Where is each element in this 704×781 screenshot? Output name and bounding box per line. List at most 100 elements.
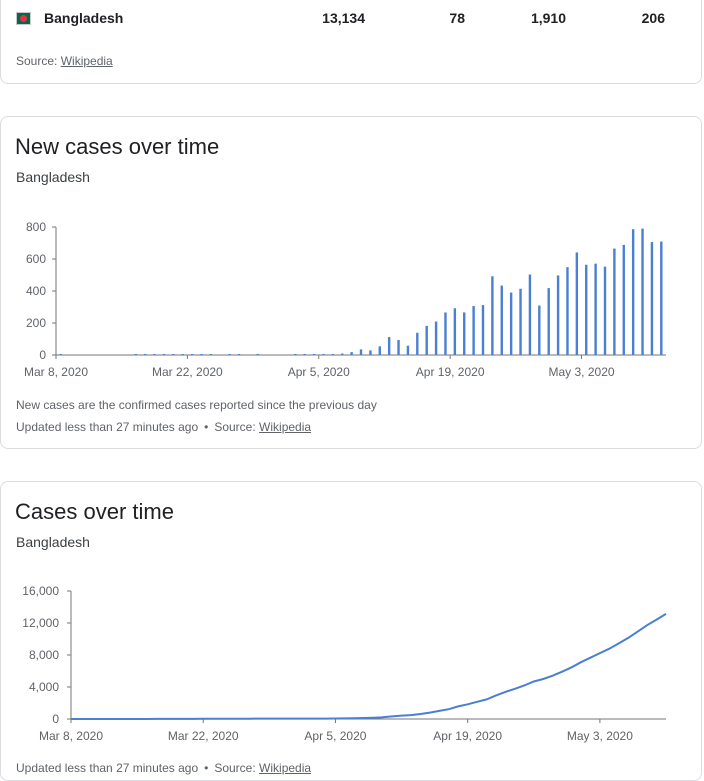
bar xyxy=(237,354,241,355)
x-tick-label: May 3, 2020 xyxy=(549,365,615,379)
bar xyxy=(294,354,297,355)
bar xyxy=(387,337,391,355)
bar xyxy=(481,305,485,355)
update-line: Updated less than 27 minutes ago • Source:… xyxy=(16,761,311,775)
bar xyxy=(472,306,475,355)
x-tick-label: Apr 5, 2020 xyxy=(288,365,350,379)
bar xyxy=(660,241,663,355)
y-tick-label: 4,000 xyxy=(29,680,59,694)
x-tick-label: Apr 19, 2020 xyxy=(433,729,502,743)
source-label: Source: xyxy=(214,420,256,434)
cases-line-chart: 0 4,000 8,000 12,000 16,000 Mar 8, 2020 Mar 22… xyxy=(22,584,667,743)
updated-text: Updated less than 27 minutes ago xyxy=(16,761,199,775)
bar xyxy=(228,354,231,355)
y-tick-label: 0 xyxy=(52,712,59,726)
chart-location: Bangladesh xyxy=(16,169,90,185)
bar xyxy=(585,264,588,355)
x-tick-label: Mar 22, 2020 xyxy=(168,729,239,743)
bar xyxy=(500,285,503,355)
bar xyxy=(538,305,541,355)
bar xyxy=(556,275,560,355)
bar xyxy=(200,354,203,355)
bar xyxy=(406,345,410,355)
bar xyxy=(594,263,597,355)
bar xyxy=(622,244,625,355)
new-cases-bar-chart: 0 200 400 600 800 Mar 8, 2020 Mar 22, 2020 Apr … xyxy=(24,220,666,379)
bar xyxy=(322,354,325,355)
y-tick-label: 200 xyxy=(26,316,46,330)
chart-title: New cases over time xyxy=(15,134,220,159)
bar xyxy=(519,288,522,355)
deaths-value: 206 xyxy=(641,10,665,26)
x-tick-label: May 3, 2020 xyxy=(567,729,633,743)
bar xyxy=(641,228,644,355)
update-line: Updated less than 27 minutes ago • Source:… xyxy=(16,420,311,434)
x-tick-label: Mar 8, 2020 xyxy=(24,365,88,379)
source-link[interactable]: Wikipedia xyxy=(259,761,312,775)
bar xyxy=(650,242,654,355)
y-tick-label: 8,000 xyxy=(29,648,59,662)
bar xyxy=(509,292,513,355)
new-cases-card: New cases over time Bangladesh 0 200 400 60… xyxy=(0,116,702,449)
source-label: Source: xyxy=(16,54,58,68)
bar xyxy=(341,353,344,355)
cases-series-line xyxy=(71,613,667,720)
x-tick-label: Apr 19, 2020 xyxy=(416,365,485,379)
bar xyxy=(153,354,156,355)
bar xyxy=(190,354,194,355)
bar xyxy=(331,354,335,355)
bar xyxy=(59,354,62,355)
y-tick-label: 12,000 xyxy=(22,616,59,630)
bar xyxy=(434,321,438,355)
table-row[interactable]: Bangladesh 13,134 78 1,910 206 xyxy=(1,0,701,36)
cases-per-million-value: 78 xyxy=(449,10,465,26)
y-tick-label: 400 xyxy=(26,284,46,298)
bar xyxy=(491,276,494,355)
confirmed-cases-value: 13,134 xyxy=(322,10,365,26)
bar xyxy=(425,325,428,355)
country-table-card: Bangladesh 13,134 78 1,910 206 Source: W… xyxy=(0,0,702,84)
bar xyxy=(613,248,616,355)
bar xyxy=(547,288,550,355)
source-link[interactable]: Wikipedia xyxy=(259,420,312,434)
source-line: Source: Wikipedia xyxy=(16,54,113,68)
bar xyxy=(444,312,447,355)
bar xyxy=(631,229,635,355)
separator-dot: • xyxy=(204,761,209,775)
bar xyxy=(181,354,184,355)
bar xyxy=(134,354,137,355)
bar xyxy=(397,339,400,355)
bar xyxy=(350,352,353,355)
cases-over-time-card: Cases over time Bangladesh 0 4,000 8,000 12… xyxy=(0,481,702,781)
x-tick-label: Mar 8, 2020 xyxy=(39,729,103,743)
x-tick-label: Mar 22, 2020 xyxy=(152,365,223,379)
bar xyxy=(303,354,306,355)
bar xyxy=(566,267,569,355)
bar xyxy=(162,354,166,355)
bar xyxy=(575,252,579,355)
bar xyxy=(256,354,259,355)
bar xyxy=(463,312,466,355)
updated-text: Updated less than 27 minutes ago xyxy=(16,420,199,434)
separator-dot: • xyxy=(204,420,209,434)
bar xyxy=(172,354,175,355)
y-tick-label: 800 xyxy=(26,220,46,234)
chart-title: Cases over time xyxy=(15,499,174,524)
bar xyxy=(603,266,607,355)
bar xyxy=(209,354,213,355)
chart-note: New cases are the confirmed cases report… xyxy=(16,398,377,412)
y-tick-label: 16,000 xyxy=(22,584,59,598)
bar xyxy=(312,354,316,355)
bar xyxy=(359,349,363,355)
country-name: Bangladesh xyxy=(44,10,124,26)
bar xyxy=(528,274,532,355)
y-tick-label: 0 xyxy=(39,348,46,362)
chart-location: Bangladesh xyxy=(16,534,90,550)
bar xyxy=(416,332,419,355)
bar xyxy=(369,350,372,355)
source-label: Source: xyxy=(214,761,256,775)
bangladesh-flag-icon xyxy=(16,12,31,25)
y-tick-label: 600 xyxy=(26,252,46,266)
recovered-value: 1,910 xyxy=(530,10,566,26)
source-link[interactable]: Wikipedia xyxy=(60,54,113,68)
